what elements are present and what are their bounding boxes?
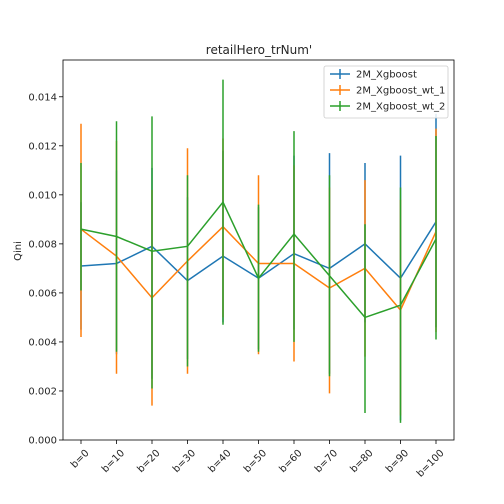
y-axis-ticks: 0.000 0.002 0.004 0.006 0.008 0.010 0.012 0.014 (28, 92, 63, 447)
series-2 (80, 79, 437, 423)
series-layer (80, 79, 437, 423)
y-axis-label: Qini (13, 241, 24, 261)
y-tick-label: 0.000 (28, 436, 57, 447)
legend-item: 2M_Xgboost_wt_2 (330, 101, 445, 113)
legend: 2M_Xgboost 2M_Xgboost_wt_1 2M_Xgboost_wt_2 (323, 65, 449, 119)
y-tick-label: 0.014 (28, 92, 57, 103)
legend-label: 2M_Xgboost_wt_1 (356, 86, 445, 97)
legend-box (323, 65, 449, 119)
y-tick-label: 0.010 (28, 190, 57, 201)
y-tick-label: 0.006 (28, 288, 57, 299)
y-tick-label: 0.012 (28, 141, 57, 152)
plot-frame (62, 59, 455, 441)
y-tick-label: 0.002 (28, 386, 57, 397)
legend-label: 2M_Xgboost_wt_2 (356, 102, 445, 113)
legend-item: 2M_Xgboost_wt_1 (330, 85, 445, 97)
legend-label: 2M_Xgboost (356, 70, 417, 81)
legend-item: 2M_Xgboost (330, 69, 417, 81)
chart-title: retailHero_trNum' (206, 43, 312, 57)
series-line (80, 200, 437, 319)
y-tick-label: 0.004 (28, 337, 57, 348)
y-tick-label: 0.008 (28, 239, 57, 250)
